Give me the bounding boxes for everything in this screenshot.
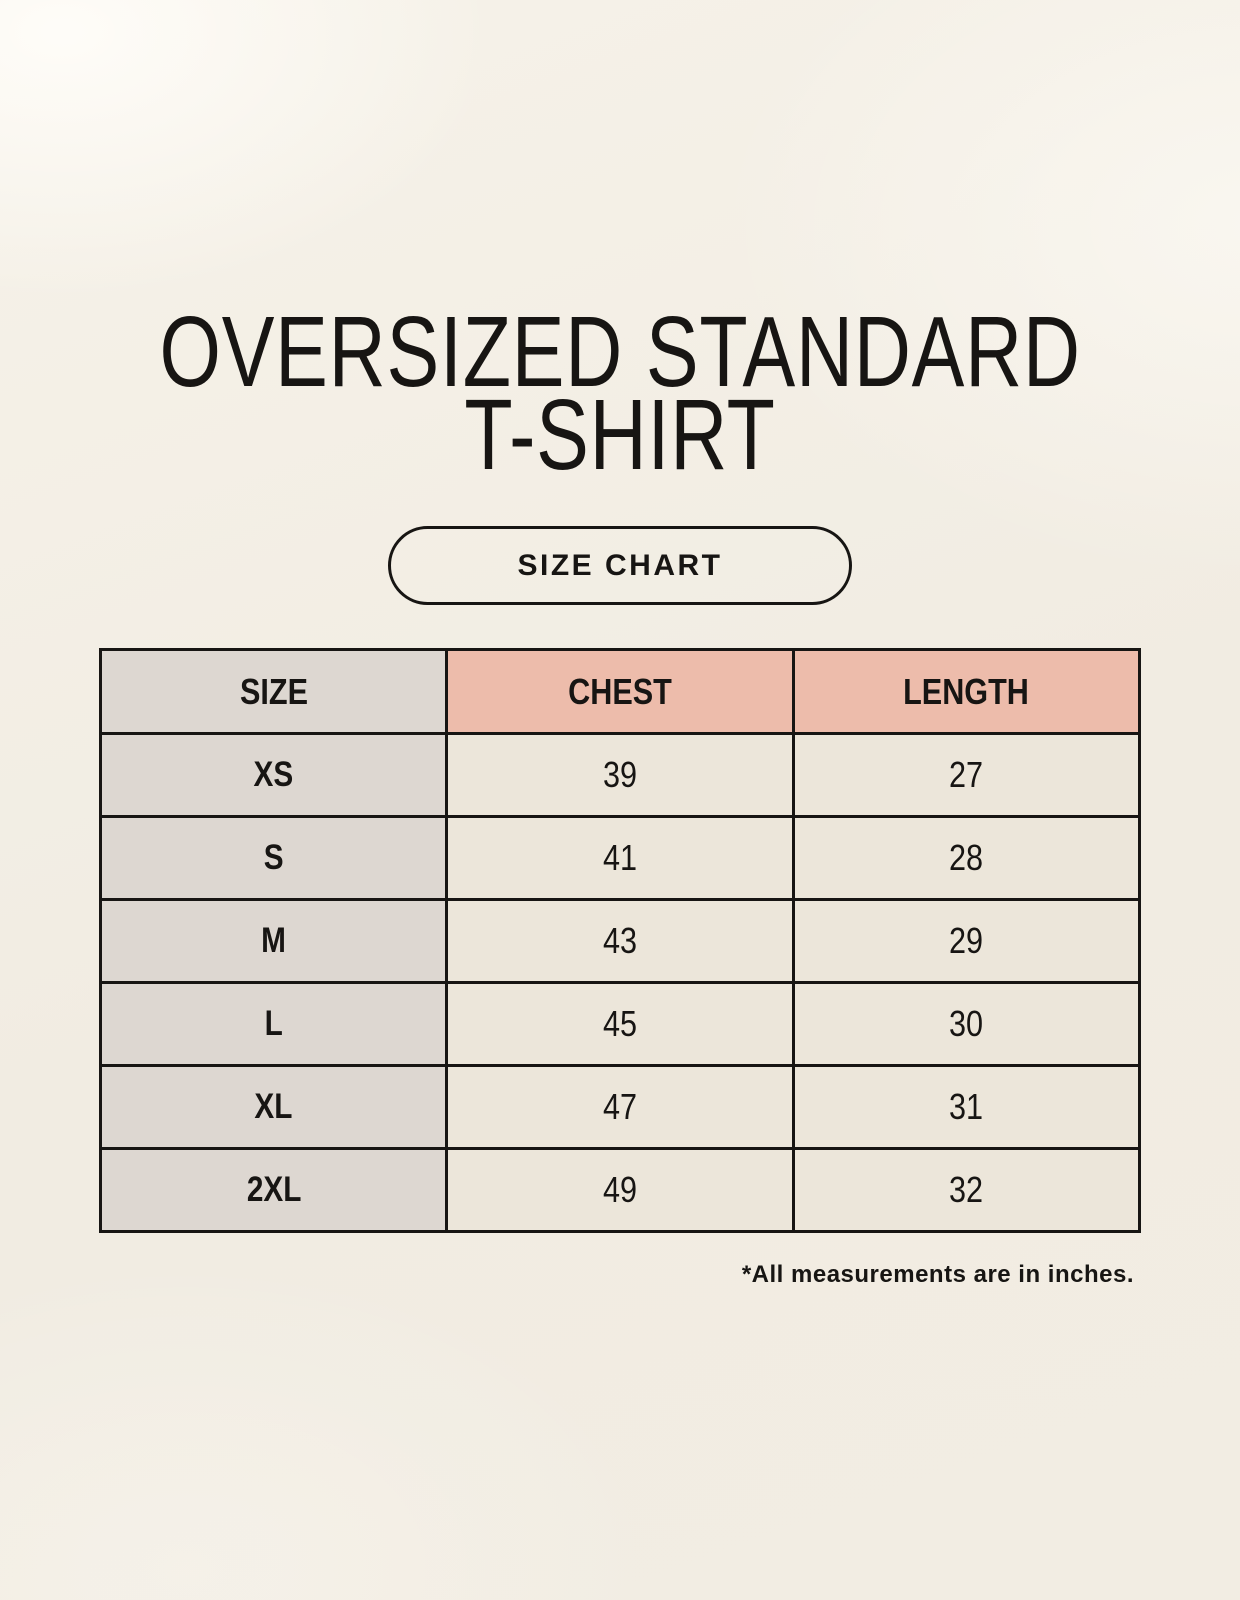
size-table: SIZE CHEST LENGTH XS 39 27 S 41 28 M 43 …	[98, 648, 1142, 1233]
table-row: L 45 30	[98, 981, 1142, 1067]
chest-cell: 49	[445, 1147, 795, 1233]
length-cell: 27	[791, 732, 1142, 818]
size-chart-button-label: SIZE CHART	[517, 548, 723, 582]
length-cell: 30	[791, 981, 1142, 1067]
size-cell: 2XL	[98, 1147, 449, 1233]
page-title: OVERSIZED STANDARD T-SHIRT	[0, 296, 1240, 491]
table-row: XL 47 31	[98, 1064, 1142, 1150]
chest-cell: 41	[445, 815, 795, 901]
table-row: S 41 28	[98, 815, 1142, 901]
size-chart-button[interactable]: SIZE CHART	[388, 526, 852, 605]
length-cell: 29	[791, 898, 1142, 984]
length-cell: 32	[791, 1147, 1142, 1233]
size-cell: M	[98, 898, 449, 984]
chest-cell: 45	[445, 981, 795, 1067]
page-title-line2: T-SHIRT	[464, 379, 776, 491]
table-row: XS 39 27	[98, 732, 1142, 818]
chest-cell: 39	[445, 732, 795, 818]
table-header-row: SIZE CHEST LENGTH	[98, 648, 1142, 735]
column-header-size: SIZE	[98, 648, 449, 735]
page-title-line1: OVERSIZED STANDARD	[159, 296, 1081, 408]
measurements-note: *All measurements are in inches.	[741, 1261, 1134, 1288]
length-cell: 28	[791, 815, 1142, 901]
chest-cell: 43	[445, 898, 795, 984]
size-cell: XL	[98, 1064, 449, 1150]
column-header-chest: CHEST	[445, 648, 795, 735]
size-cell: L	[98, 981, 449, 1067]
table-row: M 43 29	[98, 898, 1142, 984]
size-cell: XS	[98, 732, 449, 818]
chest-cell: 47	[445, 1064, 795, 1150]
column-header-length: LENGTH	[791, 648, 1142, 735]
size-cell: S	[98, 815, 449, 901]
length-cell: 31	[791, 1064, 1142, 1150]
table-row: 2XL 49 32	[98, 1147, 1142, 1233]
